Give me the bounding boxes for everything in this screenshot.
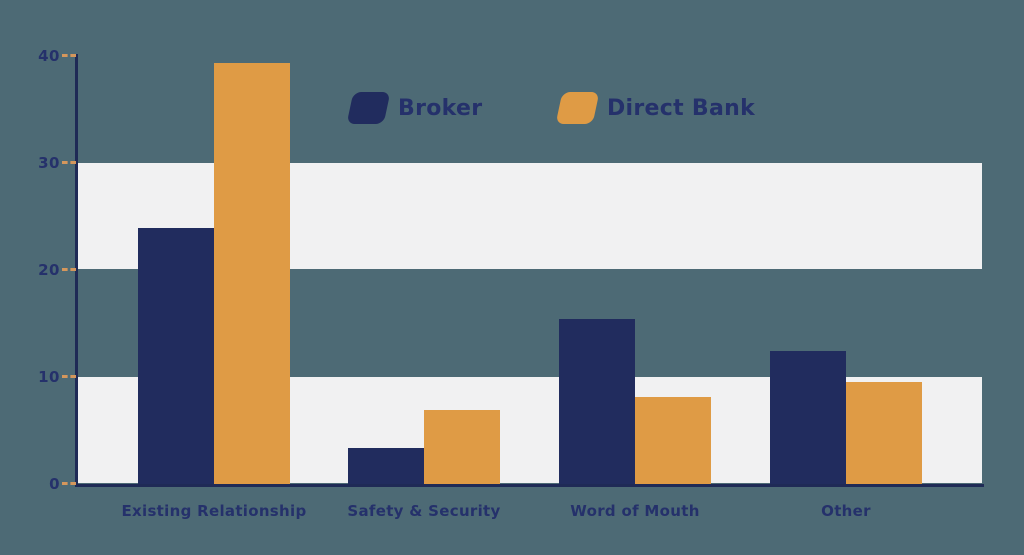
y-tick-label-30: 30 (38, 154, 60, 172)
y-tick-mark-30 (62, 161, 76, 164)
bar-direct-bank-word-of-mouth (635, 397, 711, 484)
y-tick-label-20: 20 (38, 261, 60, 279)
legend-item-direct-bank: Direct Bank (555, 91, 755, 125)
y-axis-line (75, 54, 78, 487)
broker-swatch-icon (346, 92, 391, 124)
bar-broker-safety-security (348, 447, 424, 484)
legend-label-direct-bank: Direct Bank (607, 95, 755, 121)
y-tick-label-0: 0 (49, 475, 60, 493)
bar-direct-bank-existing-relationship (214, 63, 290, 484)
bar-broker-existing-relationship (138, 228, 214, 484)
y-tick-mark-40 (62, 54, 76, 57)
y-tick-label-40: 40 (38, 47, 60, 65)
y-tick-mark-0 (62, 482, 76, 485)
category-label-other: Other (821, 502, 871, 520)
legend-label-broker: Broker (398, 95, 483, 121)
legend-item-broker: Broker (346, 91, 483, 125)
y-tick-mark-10 (62, 375, 76, 378)
category-label-word-of-mouth: Word of Mouth (570, 502, 700, 520)
bar-broker-other (770, 351, 846, 484)
x-axis-line (75, 484, 984, 487)
y-tick-label-10: 10 (38, 368, 60, 386)
category-label-existing-relationship: Existing Relationship (121, 502, 307, 520)
direct-bank-swatch-icon (555, 92, 600, 124)
category-label-safety-security: Safety & Security (347, 502, 501, 520)
bar-broker-word-of-mouth (559, 319, 635, 484)
bar-direct-bank-safety-security (424, 410, 500, 484)
y-tick-mark-20 (62, 268, 76, 271)
bar-direct-bank-other (846, 382, 922, 484)
